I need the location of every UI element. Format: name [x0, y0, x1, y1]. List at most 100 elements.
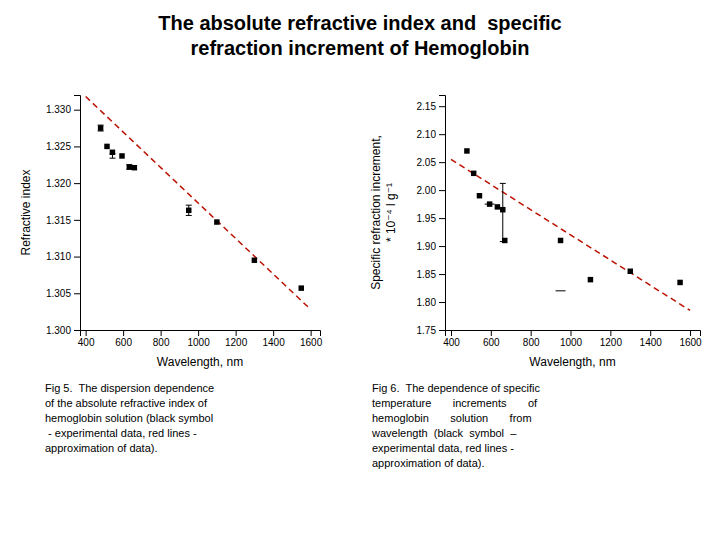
x-axis: 400 600 800 1000 1200 1400 1600: [443, 330, 702, 348]
point: [127, 164, 132, 169]
caption: Fig 6. The dependence of specific: [372, 382, 540, 394]
x-tick-label: 400: [78, 337, 95, 348]
error-cap: [109, 153, 115, 154]
fit-line: [86, 96, 311, 309]
x-axis-line: [81, 331, 321, 337]
error-bar: [112, 154, 113, 158]
x-tick: 1600: [300, 330, 323, 348]
dash-mark: [556, 290, 566, 291]
y-tick-label: 1.320: [46, 178, 71, 189]
y-tick-label: 1.305: [46, 288, 71, 299]
y-tick: 2.10: [417, 129, 445, 140]
y-tick: 2.15: [417, 101, 445, 112]
y-tick-mark: [439, 302, 445, 303]
y-tick: 1.85: [417, 269, 445, 280]
y-tick-mark: [439, 134, 445, 135]
y-tick: 1.80: [417, 297, 445, 308]
point: [110, 150, 115, 155]
point: [471, 171, 476, 176]
error-cap: [109, 158, 115, 159]
x-tick: 1000: [560, 330, 583, 348]
x-tick-mark: [650, 330, 651, 336]
x-tick-label: 600: [115, 337, 132, 348]
series-errorbar: [98, 125, 192, 215]
series-line: [451, 159, 690, 310]
point: [214, 219, 219, 224]
y-tick: 1.95: [417, 213, 445, 224]
caption: Fig 5. The dispersion dependence: [45, 382, 214, 394]
series-scatter: [464, 148, 683, 285]
y-tick-mark: [439, 330, 445, 331]
y-axis: 1.3001.3051.3101.3151.3201.3251.330: [46, 96, 81, 336]
x-tick: 400: [443, 330, 460, 348]
x-axis-title: Wavelength, nm: [157, 355, 243, 369]
x-tick-mark: [610, 330, 611, 336]
point: [464, 148, 469, 153]
caption: of the absolute refractive index of: [45, 397, 208, 409]
y-tick-label: 1.75: [417, 325, 437, 336]
y-tick-mark: [74, 183, 80, 184]
caption: approximation of data).: [372, 457, 485, 469]
x-tick: 1400: [263, 330, 286, 348]
x-tick: 1600: [679, 330, 702, 348]
x-tick-mark: [161, 330, 162, 336]
chart: 400 600 800 1000 1200 1400 1600 1.75 1.80 1.85 1.9…: [369, 96, 702, 470]
x-tick-mark: [531, 330, 532, 336]
x-tick: 1200: [225, 330, 248, 348]
dash-mark: [485, 204, 495, 205]
x-tick: 400: [78, 330, 95, 348]
x-axis-line: [446, 331, 701, 337]
x-tick: 600: [115, 330, 132, 348]
y-tick: 1.310: [46, 251, 80, 262]
y-tick-label: 1.300: [46, 325, 71, 336]
error-cap: [186, 215, 192, 216]
y-tick-label: 2.10: [417, 129, 437, 140]
x-tick-mark: [451, 330, 452, 336]
y-tick-label: 1.90: [417, 241, 437, 252]
y-tick-mark: [74, 110, 80, 111]
y-axis-line: [439, 96, 446, 331]
caption: wavelength (black symbol –: [371, 427, 517, 439]
error-cap: [500, 183, 506, 184]
error-cap: [186, 205, 192, 206]
y-tick-mark: [439, 162, 445, 163]
y-axis-line: [74, 96, 81, 331]
y-tick-label: 1.95: [417, 213, 437, 224]
x-tick-label: 800: [523, 337, 540, 348]
caption: hemoglobin solution from: [372, 412, 532, 424]
chart: 40060080010001200140016001.3001.3051.310…: [19, 96, 323, 455]
y-tick-mark: [74, 293, 80, 294]
caption: experimental data, red lines -: [372, 442, 514, 454]
chart-svg: The absolute refractive index and specif…: [0, 0, 720, 540]
x-tick-mark: [571, 330, 572, 336]
series-errorbar: [500, 183, 506, 241]
point: [477, 193, 482, 198]
plot-area: [86, 96, 311, 309]
title: refraction increment of Hemoglobin: [191, 37, 530, 59]
x-tick: 1200: [600, 330, 623, 348]
x-tick-label: 1600: [300, 337, 323, 348]
title: The absolute refractive index and specif…: [158, 12, 561, 34]
y-tick-mark: [439, 246, 445, 247]
x-tick-label: 1400: [640, 337, 663, 348]
x-tick-label: 1200: [225, 337, 248, 348]
y-tick-mark: [439, 106, 445, 107]
point: [588, 277, 593, 282]
series-dash: [485, 204, 566, 291]
error-bar: [502, 183, 503, 241]
point: [677, 280, 682, 285]
error-cap: [98, 125, 104, 126]
y-tick-mark: [74, 330, 80, 331]
y-tick-mark: [74, 257, 80, 258]
y-tick-mark: [439, 190, 445, 191]
y-tick: 1.75: [417, 325, 445, 336]
x-tick-label: 600: [483, 337, 500, 348]
y-axis-title: Refractive index: [19, 169, 33, 255]
caption: hemoglobin solution (black symbol: [45, 412, 213, 424]
x-tick-mark: [86, 330, 87, 336]
y-tick-label: 1.325: [46, 141, 71, 152]
y-tick: 2.00: [417, 185, 445, 196]
error-bar: [188, 205, 189, 215]
point: [558, 238, 563, 243]
x-tick-label: 1600: [679, 337, 702, 348]
